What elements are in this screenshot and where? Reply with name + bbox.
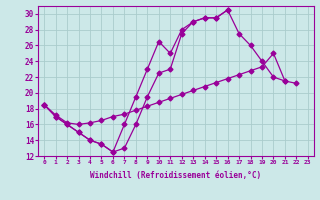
X-axis label: Windchill (Refroidissement éolien,°C): Windchill (Refroidissement éolien,°C) [91, 171, 261, 180]
